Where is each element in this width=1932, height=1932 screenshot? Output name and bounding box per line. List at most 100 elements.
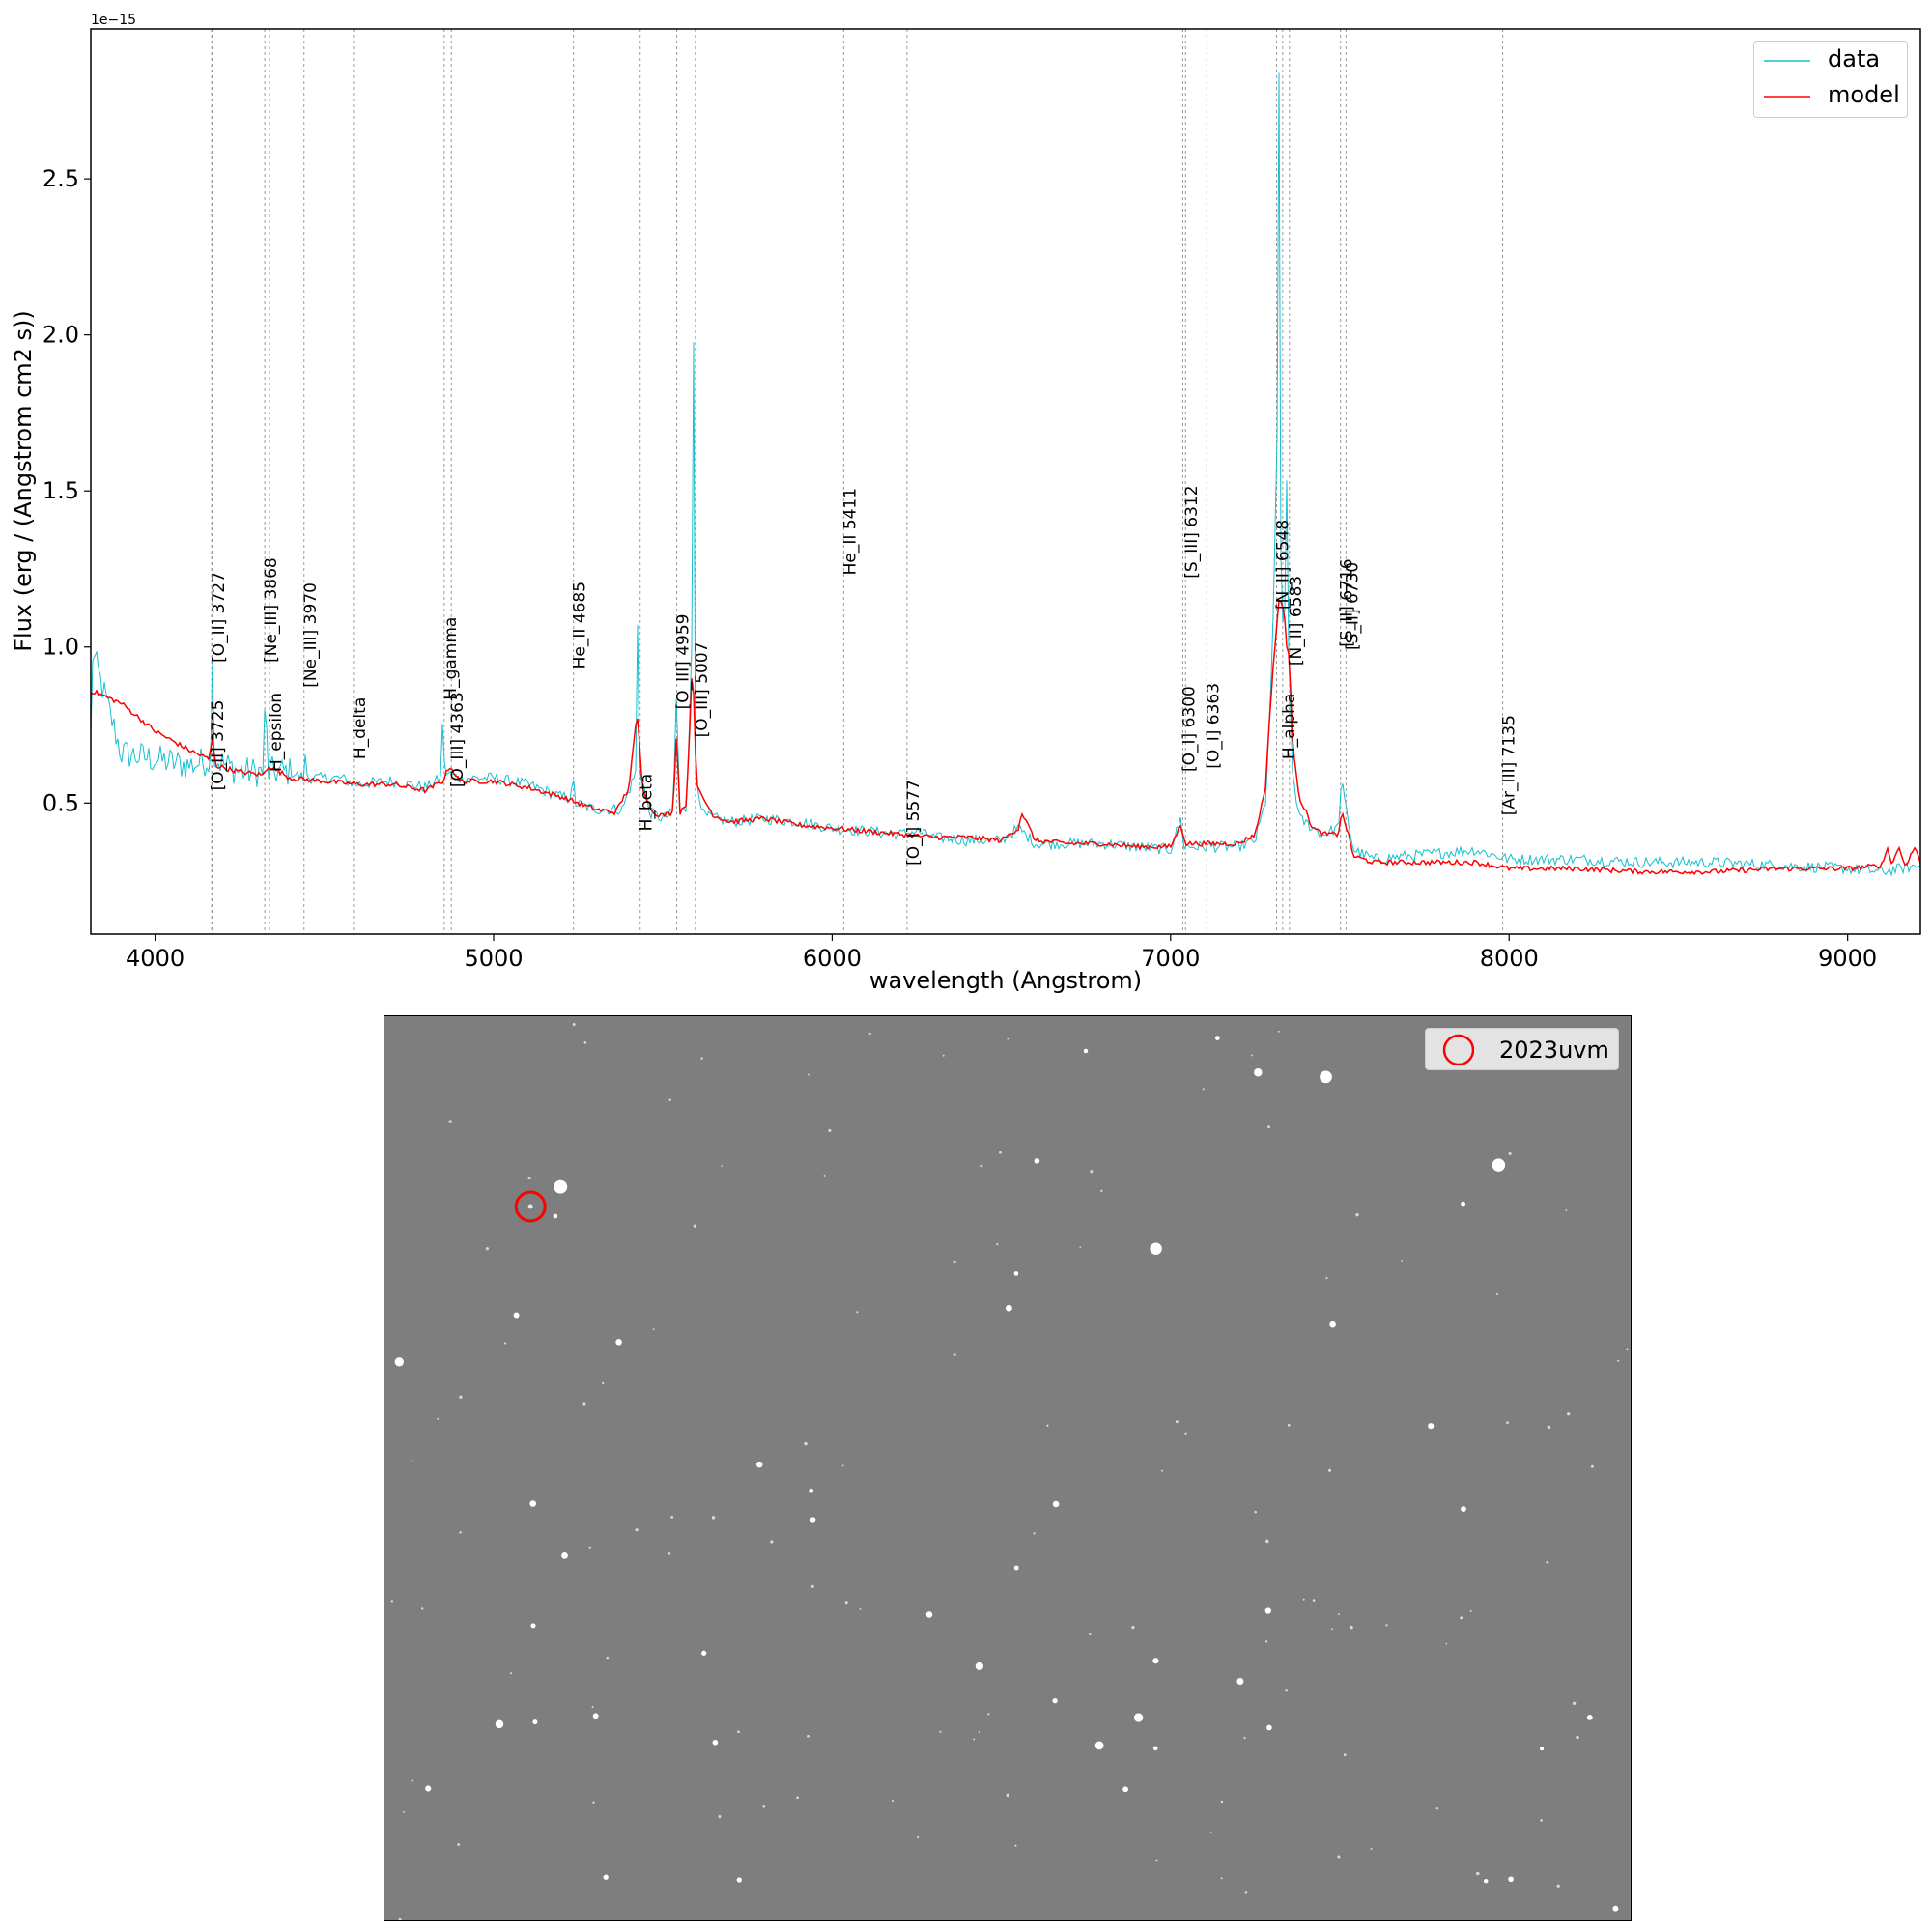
star bbox=[1006, 1793, 1010, 1798]
star bbox=[1083, 1048, 1089, 1054]
star bbox=[1612, 1905, 1619, 1912]
star bbox=[1244, 1891, 1248, 1894]
emission-line-labels: [O_II] 3725 [O_II] 3727 [Ne_III] 3868 H_eps… bbox=[209, 485, 1519, 865]
spectrum-series bbox=[90, 72, 1921, 877]
star bbox=[1175, 1420, 1179, 1424]
series-line-model bbox=[90, 599, 1921, 876]
star bbox=[1331, 1628, 1333, 1631]
star bbox=[394, 1357, 404, 1367]
star bbox=[1460, 1616, 1463, 1620]
x-tick-label: 5000 bbox=[464, 945, 523, 972]
star bbox=[1046, 1424, 1049, 1427]
y-tick-label: 2.0 bbox=[43, 322, 79, 349]
star bbox=[448, 1120, 452, 1123]
spectrum-chart: 4000 5000 6000 7000 8000 9000 0.5 1.0 1.5 2.0 2.5… bbox=[10, 13, 1921, 994]
star bbox=[1435, 1807, 1439, 1810]
star-field-image bbox=[390, 1023, 1629, 1920]
star bbox=[1328, 1468, 1332, 1472]
star bbox=[402, 1810, 405, 1813]
star bbox=[1343, 1753, 1347, 1756]
emission-line-label: [N_II] 6583 bbox=[1287, 576, 1306, 666]
star bbox=[953, 1260, 956, 1264]
star bbox=[1287, 1424, 1291, 1427]
star bbox=[939, 1730, 942, 1733]
star bbox=[554, 1179, 568, 1194]
star bbox=[1013, 1565, 1019, 1571]
star bbox=[1202, 1088, 1205, 1091]
star bbox=[421, 1607, 424, 1610]
x-axis: 4000 5000 6000 7000 8000 9000 bbox=[126, 934, 1877, 972]
star bbox=[588, 1546, 592, 1549]
emission-line-label: H_gamma bbox=[441, 617, 461, 700]
star bbox=[712, 1739, 719, 1746]
star bbox=[1401, 1260, 1404, 1262]
star bbox=[592, 1801, 595, 1804]
star bbox=[1006, 1304, 1012, 1312]
star bbox=[1312, 1599, 1316, 1602]
star bbox=[1461, 1201, 1466, 1207]
star bbox=[1492, 1158, 1506, 1172]
star bbox=[999, 1151, 1002, 1154]
star bbox=[485, 1247, 489, 1251]
star bbox=[737, 1730, 740, 1734]
star bbox=[1320, 1070, 1332, 1084]
star bbox=[635, 1528, 639, 1532]
star bbox=[1277, 1030, 1280, 1033]
star bbox=[844, 1601, 848, 1605]
star bbox=[457, 1843, 461, 1846]
star bbox=[668, 1552, 671, 1555]
star bbox=[532, 1719, 538, 1725]
star bbox=[1131, 1626, 1135, 1630]
star bbox=[1540, 1819, 1543, 1822]
star bbox=[1254, 1510, 1257, 1514]
star bbox=[973, 1738, 976, 1741]
star bbox=[561, 1552, 568, 1559]
star bbox=[953, 1353, 956, 1356]
star bbox=[1264, 1607, 1271, 1614]
star bbox=[530, 1623, 536, 1629]
star bbox=[1302, 1598, 1305, 1601]
target-marker bbox=[514, 1190, 547, 1223]
star bbox=[1152, 1746, 1158, 1751]
star bbox=[796, 1796, 799, 1800]
star bbox=[390, 1600, 393, 1603]
star bbox=[1329, 1321, 1336, 1328]
star bbox=[810, 1517, 816, 1523]
star bbox=[459, 1395, 463, 1399]
star bbox=[1251, 1054, 1254, 1057]
emission-line-label: [Ne_III] 3868 bbox=[262, 557, 281, 663]
star bbox=[398, 1918, 402, 1920]
star bbox=[823, 1174, 826, 1177]
star bbox=[1266, 1724, 1272, 1731]
finder-image-panel: 2023uvm bbox=[384, 1015, 1632, 1921]
star bbox=[868, 1032, 871, 1036]
star bbox=[701, 1650, 707, 1656]
star bbox=[527, 1176, 531, 1180]
star bbox=[1572, 1701, 1577, 1705]
star bbox=[1014, 1844, 1017, 1847]
star bbox=[1267, 1125, 1270, 1129]
star bbox=[591, 1706, 594, 1709]
star bbox=[1150, 1242, 1162, 1255]
star bbox=[592, 1713, 599, 1719]
star bbox=[1547, 1425, 1551, 1430]
star bbox=[1079, 1246, 1082, 1249]
star bbox=[1254, 1067, 1263, 1077]
star bbox=[1428, 1423, 1435, 1430]
star bbox=[1556, 1884, 1560, 1888]
y-tick-label: 2.5 bbox=[43, 165, 79, 192]
star bbox=[1617, 1359, 1620, 1362]
emission-line-label: H_alpha bbox=[1280, 694, 1299, 759]
star bbox=[1214, 1036, 1220, 1040]
star bbox=[693, 1224, 697, 1228]
star bbox=[1337, 1855, 1341, 1859]
star bbox=[1565, 1209, 1568, 1211]
star bbox=[1590, 1464, 1594, 1468]
star bbox=[1243, 1736, 1246, 1740]
star bbox=[1483, 1878, 1489, 1884]
star bbox=[770, 1540, 774, 1544]
emission-line-label: [O_III] 5007 bbox=[693, 642, 712, 738]
x-tick-label: 6000 bbox=[803, 945, 862, 972]
star bbox=[980, 1165, 983, 1168]
star bbox=[1220, 1800, 1224, 1804]
